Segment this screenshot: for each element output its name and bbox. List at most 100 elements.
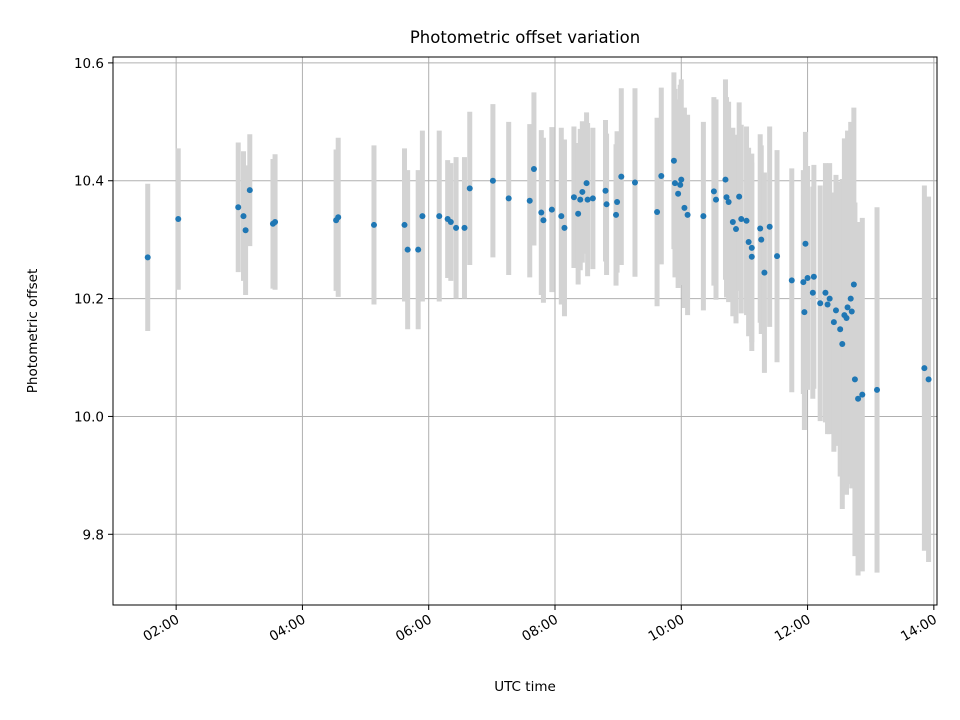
data-point: [788, 277, 795, 284]
data-point: [809, 289, 816, 296]
data-point: [748, 253, 755, 260]
data-point: [466, 185, 473, 192]
data-point: [538, 209, 545, 216]
data-point: [579, 188, 586, 195]
data-point: [758, 236, 765, 243]
data-point: [830, 319, 837, 326]
data-point: [832, 307, 839, 314]
data-point: [723, 194, 730, 201]
data-point: [577, 196, 584, 203]
data-point: [851, 376, 858, 383]
data-point: [589, 195, 596, 202]
data-point: [874, 386, 881, 393]
data-point: [855, 395, 862, 402]
data-point: [335, 214, 342, 221]
data-point: [570, 194, 577, 201]
data-point: [677, 181, 684, 188]
data-point: [738, 216, 745, 223]
data-point: [847, 295, 854, 302]
y-tick-label: 9.8: [83, 527, 104, 543]
data-point: [675, 190, 682, 197]
data-point: [602, 187, 609, 194]
y-axis-label: Photometric offset: [25, 269, 41, 393]
data-point: [240, 213, 247, 220]
data-point: [526, 197, 533, 204]
data-point: [654, 208, 661, 215]
x-tick-label: 14:00: [898, 612, 940, 645]
data-point: [419, 213, 426, 220]
data-point: [614, 198, 621, 205]
data-point: [530, 165, 537, 172]
x-tick-label: 06:00: [393, 612, 435, 645]
x-axis-label: UTC time: [494, 679, 556, 695]
data-point: [144, 254, 151, 261]
data-point: [824, 301, 831, 308]
x-tick-label: 12:00: [772, 612, 814, 645]
data-point: [839, 340, 846, 347]
data-point: [618, 173, 625, 180]
data-point: [729, 218, 736, 225]
y-tick-label: 10.2: [74, 292, 104, 308]
data-point: [584, 196, 591, 203]
data-point: [810, 273, 817, 280]
data-points: [144, 157, 932, 402]
error-bars: [145, 72, 932, 576]
data-point: [603, 201, 610, 208]
data-point: [801, 309, 808, 316]
data-point: [558, 213, 565, 220]
data-point: [761, 269, 768, 276]
data-point: [272, 218, 279, 225]
data-point: [745, 239, 752, 246]
data-point: [822, 289, 829, 296]
data-point: [658, 173, 665, 180]
data-point: [804, 274, 811, 281]
data-point: [461, 224, 468, 231]
data-point: [802, 240, 809, 247]
data-point: [925, 376, 932, 383]
data-point: [235, 204, 242, 211]
data-point: [583, 180, 590, 187]
x-tick-label: 02:00: [140, 612, 182, 645]
data-point: [766, 223, 773, 230]
data-point: [850, 281, 857, 288]
data-point: [415, 246, 422, 253]
data-point: [242, 227, 249, 234]
data-point: [921, 365, 928, 372]
data-point: [859, 391, 866, 398]
data-point: [631, 179, 638, 186]
data-point: [748, 244, 755, 251]
plot-frame: [112, 56, 938, 606]
x-tick-label: 10:00: [646, 612, 688, 645]
data-point: [681, 204, 688, 211]
y-axis-ticks: 9.8 10.0 10.2 10.4 10.6: [74, 56, 113, 543]
y-tick-label: 10.0: [74, 409, 104, 425]
data-point: [774, 253, 781, 260]
data-point: [713, 196, 720, 203]
data-point: [684, 211, 691, 218]
data-point: [436, 213, 443, 220]
data-point: [848, 308, 855, 315]
data-point: [670, 157, 677, 164]
x-tick-label: 08:00: [519, 612, 561, 645]
data-point: [725, 198, 732, 205]
data-point: [453, 224, 460, 231]
data-point: [175, 216, 182, 223]
data-point: [700, 213, 707, 220]
data-point: [671, 180, 678, 187]
x-axis-ticks: 02:00 04:00 06:00 08:00 10:00 12:00 14:00: [140, 605, 940, 645]
data-point: [722, 176, 729, 183]
data-point: [540, 217, 547, 224]
data-point: [743, 217, 750, 224]
data-point: [837, 326, 844, 333]
data-point: [736, 193, 743, 200]
x-tick-label: 04:00: [267, 612, 309, 645]
data-point: [843, 315, 850, 322]
data-point: [800, 279, 807, 286]
data-point: [817, 300, 824, 307]
chart-title: Photometric offset variation: [410, 28, 640, 47]
data-point: [370, 221, 377, 228]
data-point: [613, 211, 620, 218]
data-point: [757, 225, 764, 232]
data-point: [401, 221, 408, 228]
